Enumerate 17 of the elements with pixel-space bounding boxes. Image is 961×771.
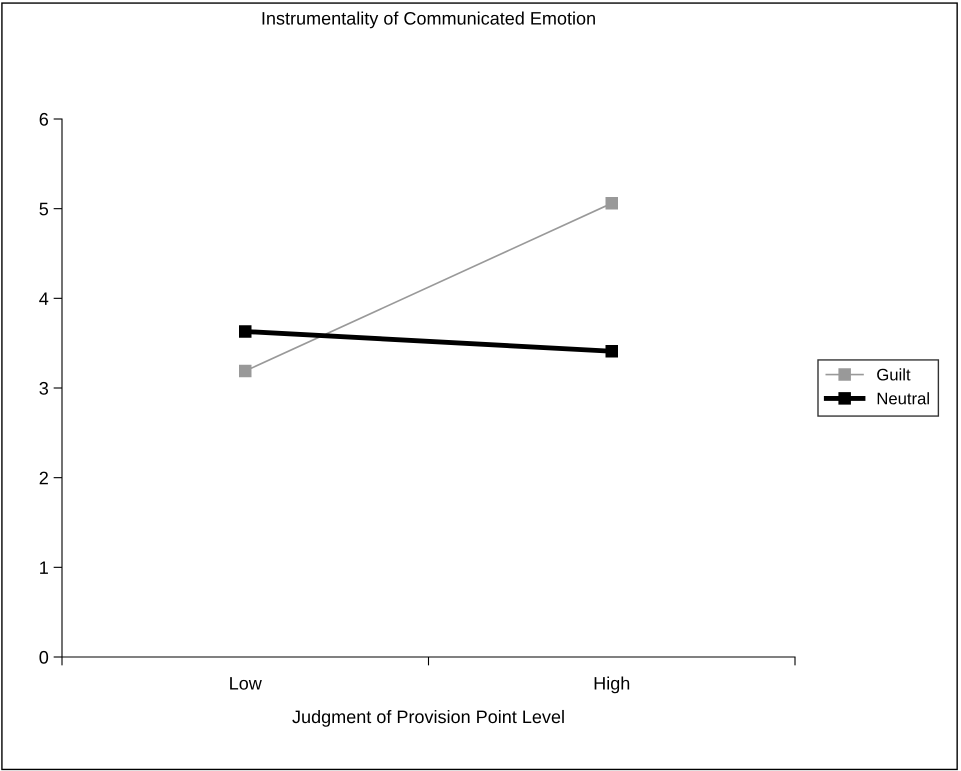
x-tick-label: Low (230, 677, 262, 690)
y-tick-label: 6 (40, 112, 48, 126)
legend-label: Guilt (877, 368, 910, 381)
point (239, 364, 252, 378)
point (606, 197, 618, 210)
y-tick-label: 1 (40, 561, 48, 574)
x-tick-label: High (594, 676, 630, 694)
y-tick-label: 2 (40, 472, 48, 484)
y-tick-label: 4 (39, 292, 48, 305)
point (606, 344, 618, 358)
x-axis-title: Judgment of Provision Point Level (292, 710, 564, 727)
y-tick-label: 5 (39, 202, 48, 216)
chart-title: Instrumentality of Communicated Emotion (262, 11, 595, 28)
point (239, 325, 252, 338)
y-tick-label: 0 (39, 650, 48, 664)
y-tick-label: 3 (39, 382, 48, 395)
legend-label: Neutral (878, 392, 929, 404)
